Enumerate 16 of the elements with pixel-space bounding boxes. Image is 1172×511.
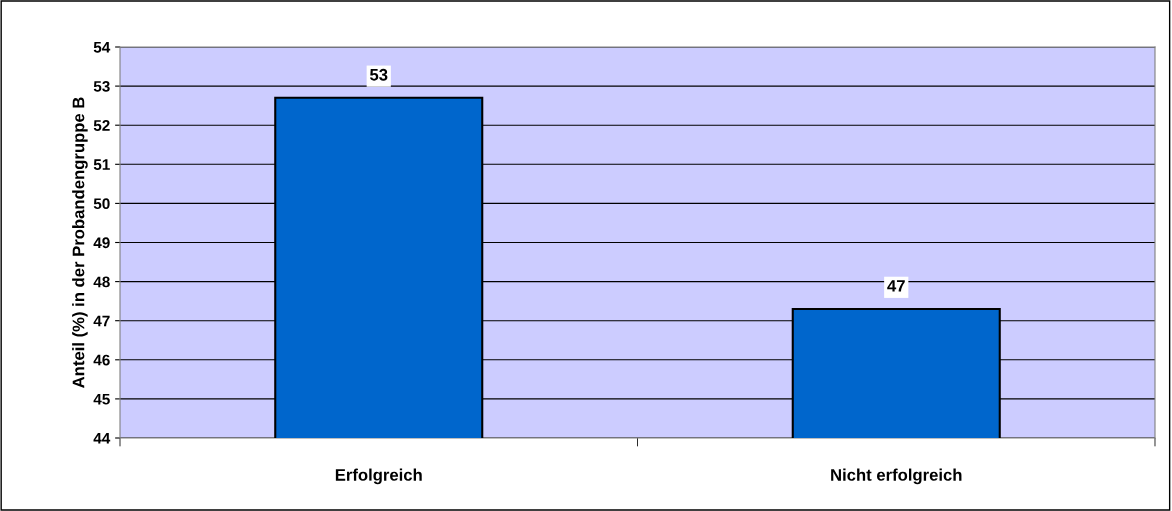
y-tick-label: 54	[93, 42, 111, 53]
y-axis-title: Anteil (%) in der Probandengruppe B	[72, 97, 88, 388]
y-tick-label: 48	[93, 276, 110, 288]
y-tick-label: 53	[93, 80, 110, 92]
y-tick-label: 44	[93, 433, 111, 444]
y-tick-label: 51	[93, 159, 110, 170]
y-tick-label: 49	[93, 237, 110, 249]
y-tick-label: 50	[93, 198, 110, 210]
y-tick-label: 47	[93, 315, 110, 327]
data-label: 47	[887, 280, 905, 292]
y-tick-label: 46	[93, 354, 110, 366]
data-label: 53	[369, 68, 388, 81]
y-tick-label: 45	[93, 393, 110, 405]
y-tick-label: 52	[93, 120, 110, 131]
x-tick-label: Erfolgreich	[335, 468, 422, 485]
x-tick-label: Nicht erfolgreich	[831, 468, 962, 485]
